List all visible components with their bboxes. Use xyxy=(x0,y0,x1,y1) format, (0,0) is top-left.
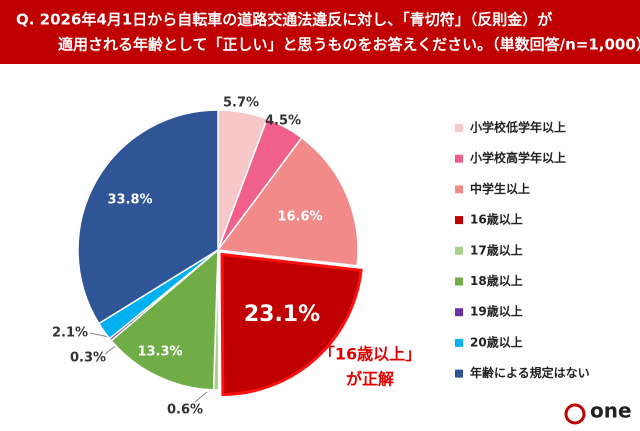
legend-marker xyxy=(455,246,463,255)
legend-marker xyxy=(455,308,463,317)
data-label: 33.8% xyxy=(107,193,152,208)
logo: one xyxy=(590,399,632,423)
legend-label: 小学校低学年以上 xyxy=(470,120,566,135)
legend-label: 中学生以上 xyxy=(470,181,530,196)
data-label: 23.1% xyxy=(244,302,320,327)
chart-title: 適用される年齢として「正しい」と思うものをお答えください。（単数回答/n=1,0… xyxy=(58,36,640,54)
legend-marker xyxy=(455,338,463,347)
data-label: 0.3% xyxy=(70,351,106,366)
data-label: 16.6% xyxy=(277,210,322,225)
legend-marker xyxy=(455,124,463,132)
annotation: が正解 xyxy=(346,370,394,389)
logo-icon xyxy=(564,403,586,425)
chart-title: Q. 2026年4月1日から自転車の道路交通法違反に対し、「青切符」（反則金）が xyxy=(16,11,553,29)
legend-label: 年齢による規定はない xyxy=(470,365,590,380)
legend-label: 17歳以上 xyxy=(470,242,523,257)
data-label: 4.5% xyxy=(265,114,301,129)
data-label: 5.7% xyxy=(223,96,259,111)
legend-marker xyxy=(455,185,463,194)
pie-slice xyxy=(110,248,219,391)
data-label: 13.3% xyxy=(137,345,182,360)
annotation: 「16歳以上」 xyxy=(319,345,421,364)
legend-marker xyxy=(455,154,463,163)
legend-marker xyxy=(455,277,463,286)
legend-label: 20歳以上 xyxy=(470,334,523,349)
legend-marker xyxy=(455,369,463,378)
data-label: 0.6% xyxy=(167,403,203,418)
pie-slice xyxy=(77,109,219,325)
data-label: 2.1% xyxy=(52,326,88,341)
pie-slice xyxy=(216,136,359,267)
header-banner xyxy=(0,0,640,64)
legend-label: 18歳以上 xyxy=(470,273,523,288)
legend-label: 19歳以上 xyxy=(470,304,523,319)
legend-label: 16歳以上 xyxy=(470,212,523,227)
legend-marker xyxy=(455,216,463,225)
legend-label: 小学校高学年以上 xyxy=(470,150,566,165)
leader-line xyxy=(194,391,208,403)
pie-slice xyxy=(220,252,363,396)
